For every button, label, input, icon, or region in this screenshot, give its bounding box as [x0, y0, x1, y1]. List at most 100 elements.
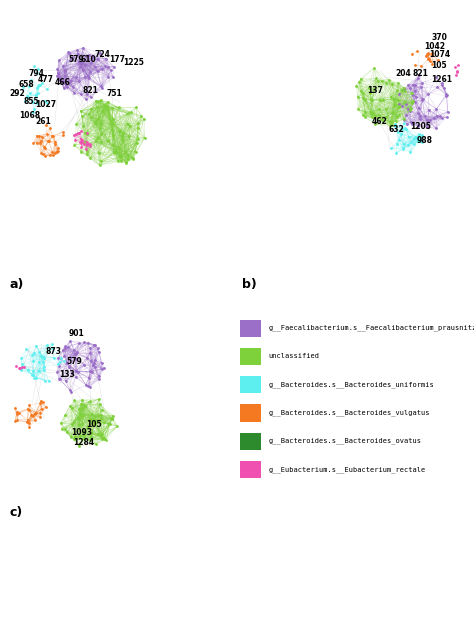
Point — [132, 147, 139, 157]
Point — [85, 139, 93, 149]
Point — [24, 415, 31, 425]
Point — [106, 420, 113, 430]
Text: c): c) — [9, 506, 23, 519]
Point — [81, 409, 88, 419]
Point — [23, 91, 31, 101]
Point — [45, 136, 52, 146]
Point — [84, 71, 92, 82]
Point — [21, 96, 29, 106]
Point — [408, 137, 415, 147]
Point — [87, 92, 94, 102]
Point — [73, 353, 80, 363]
Point — [367, 94, 375, 104]
Point — [61, 66, 69, 76]
Point — [98, 429, 106, 439]
Point — [428, 59, 436, 69]
Point — [95, 410, 102, 420]
Point — [374, 76, 382, 86]
Point — [361, 95, 369, 105]
Point — [40, 353, 48, 363]
Point — [86, 50, 93, 60]
Text: 1068: 1068 — [19, 111, 40, 120]
Point — [78, 111, 86, 121]
Point — [88, 409, 95, 419]
Point — [393, 138, 401, 149]
Point — [383, 78, 390, 88]
Point — [394, 95, 401, 105]
Text: 751: 751 — [107, 88, 122, 98]
Point — [67, 432, 74, 442]
Point — [36, 138, 44, 148]
Point — [71, 140, 78, 150]
Point — [98, 129, 105, 139]
Point — [27, 75, 35, 85]
Point — [29, 370, 37, 380]
Point — [95, 394, 102, 404]
Point — [416, 114, 424, 125]
Point — [411, 133, 419, 143]
Point — [398, 85, 405, 95]
Point — [56, 75, 64, 85]
Point — [386, 121, 394, 131]
Point — [59, 130, 67, 140]
Point — [122, 158, 130, 168]
Point — [75, 338, 82, 348]
Point — [401, 85, 408, 95]
Point — [31, 415, 39, 425]
Point — [97, 137, 104, 147]
Point — [63, 358, 70, 368]
Point — [66, 401, 74, 411]
Point — [92, 118, 100, 128]
Point — [77, 147, 84, 157]
Point — [17, 363, 25, 373]
Point — [42, 119, 49, 130]
Point — [432, 123, 440, 133]
Point — [85, 373, 92, 383]
Point — [60, 77, 67, 87]
Point — [68, 419, 76, 429]
FancyBboxPatch shape — [239, 433, 261, 450]
Point — [118, 156, 125, 166]
Point — [408, 88, 416, 98]
Point — [373, 73, 380, 83]
Point — [116, 152, 124, 162]
Point — [453, 67, 461, 77]
Point — [95, 114, 102, 125]
Point — [116, 143, 123, 153]
Point — [451, 62, 459, 72]
Point — [29, 107, 37, 117]
Point — [419, 78, 426, 88]
Point — [391, 94, 399, 104]
Point — [401, 115, 408, 125]
Point — [103, 101, 110, 111]
Point — [424, 54, 432, 64]
Point — [41, 96, 49, 106]
Point — [79, 121, 87, 131]
Point — [83, 145, 91, 155]
Point — [79, 395, 86, 405]
Point — [390, 94, 398, 104]
Point — [95, 347, 103, 357]
Point — [44, 129, 51, 139]
Point — [454, 61, 462, 71]
Point — [428, 49, 436, 59]
Point — [25, 404, 33, 415]
Point — [109, 119, 117, 130]
FancyBboxPatch shape — [239, 348, 261, 365]
Point — [104, 72, 112, 82]
Text: 579: 579 — [66, 357, 82, 366]
Point — [18, 353, 25, 363]
Point — [438, 78, 446, 88]
Point — [409, 90, 416, 100]
Point — [372, 119, 379, 130]
Point — [80, 360, 88, 370]
Point — [409, 119, 416, 129]
Point — [433, 111, 441, 121]
Point — [79, 418, 86, 428]
Point — [77, 126, 85, 137]
Point — [75, 404, 83, 414]
Point — [77, 106, 85, 116]
Point — [44, 84, 51, 94]
Point — [433, 104, 440, 114]
Point — [62, 376, 69, 386]
